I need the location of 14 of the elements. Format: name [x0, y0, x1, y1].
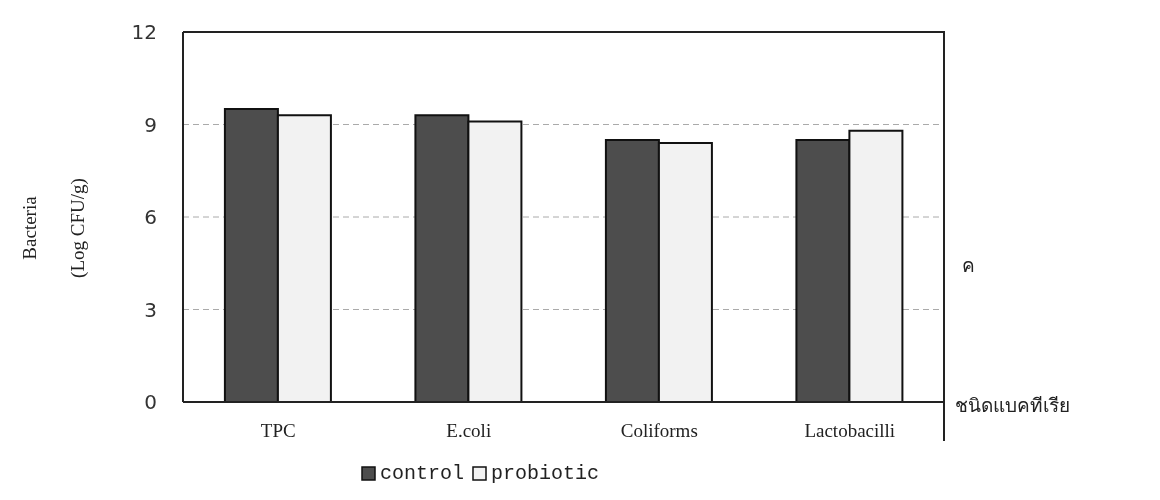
y-tick-label: 0 [144, 390, 157, 415]
y-tick-label: 3 [144, 297, 157, 322]
x-tick-label: TPC [260, 420, 296, 442]
x-axis-title: ชนิดแบคทีเรีย [955, 393, 1070, 418]
y-tick-label: 9 [144, 112, 157, 137]
text: ค [962, 253, 975, 278]
x-tick-label: Lactobacilli [804, 420, 896, 442]
x-tick-label: E.coli [446, 420, 492, 442]
legend-label: probiotic [490, 462, 600, 485]
text: Bacteria (Log CFU/g) [19, 178, 88, 278]
legend-label: control [379, 462, 464, 485]
x-tick-label: Coliforms [620, 420, 698, 442]
y-tick-label: 12 [131, 20, 157, 45]
y-tick-label: 6 [144, 205, 157, 230]
